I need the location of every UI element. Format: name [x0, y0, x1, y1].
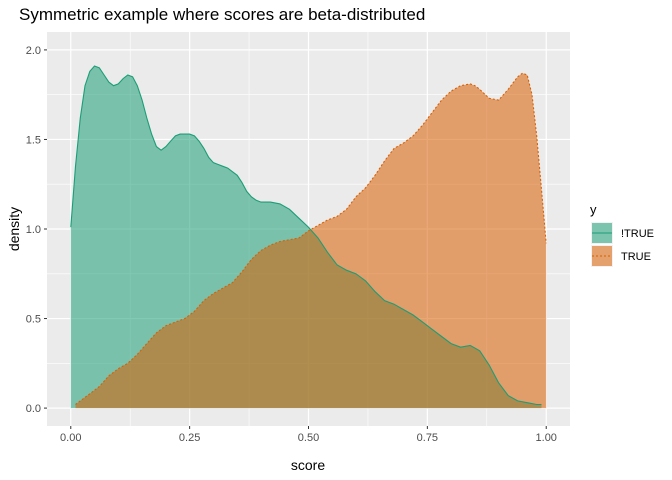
x-tick-label: 0.50	[298, 432, 319, 444]
chart-title: Symmetric example where scores are beta-…	[19, 5, 425, 24]
y-tick-label: 0.5	[26, 314, 41, 326]
y-tick-label: 1.5	[26, 134, 41, 146]
x-axis: 0.00 0.25 0.50 0.75 1.00	[60, 426, 557, 444]
x-tick-label: 0.75	[417, 432, 438, 444]
legend-label-true: !TRUE	[621, 228, 654, 240]
y-tick-label: 2.0	[26, 45, 41, 57]
y-axis-title: density	[6, 207, 22, 251]
density-line-true	[70, 65, 542, 406]
x-tick-label: 0.00	[60, 432, 81, 444]
y-tick-label: 0.0	[26, 403, 41, 415]
density-line-true	[75, 72, 547, 405]
legend: y !TRUE TRUE	[590, 202, 654, 267]
legend-label-true: TRUE	[621, 251, 651, 263]
density-lines	[70, 65, 547, 406]
x-tick-label: 0.25	[179, 432, 200, 444]
density-areas	[70, 66, 547, 409]
y-tick-label: 1.0	[26, 224, 41, 236]
density-area-true	[75, 73, 547, 409]
legend-title: y	[590, 202, 597, 217]
x-axis-title: score	[291, 457, 325, 473]
legend-items: !TRUE TRUE	[591, 222, 654, 267]
y-axis: 0.0 0.5 1.0 1.5 2.0	[26, 45, 47, 415]
x-tick-label: 1.00	[536, 432, 557, 444]
